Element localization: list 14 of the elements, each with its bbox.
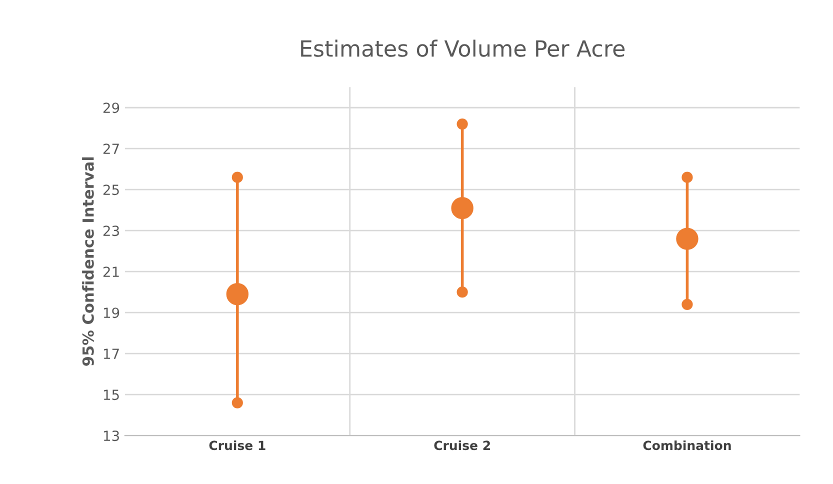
y-tick-label: 23 [103,226,119,236]
y-tick-label: 27 [103,144,119,154]
y-tick-label: 17 [104,348,119,359]
y-axis-title: 95% Confidence Interval [82,157,94,366]
x-tick-label: Combination [643,440,731,450]
y-tick-label: 19 [104,308,120,318]
y-tick-label: 21 [103,266,119,277]
x-tick-label: Cruise 1 [209,440,266,450]
y-tick-label: 25 [103,184,119,196]
x-tick-label: Cruise 2 [434,440,490,450]
y-tick-label: 29 [103,102,120,114]
chart-title: Estimates of Volume Per Acre [301,40,625,57]
y-tick-label: 13 [104,430,119,442]
y-tick-label: 15 [104,390,119,400]
